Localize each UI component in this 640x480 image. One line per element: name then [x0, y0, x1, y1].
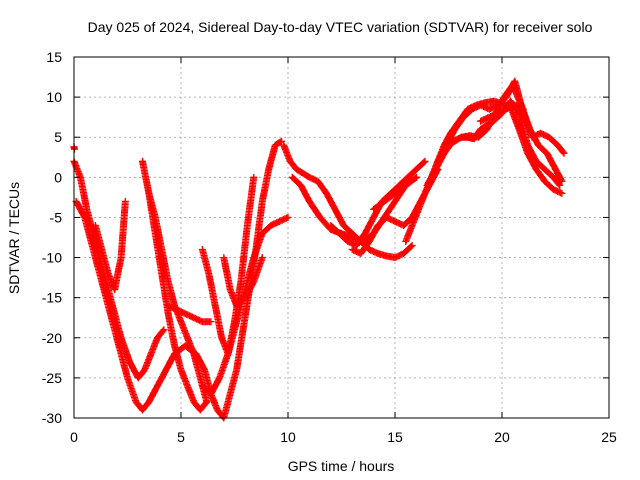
data-points	[164, 302, 215, 326]
x-tick-label: 25	[601, 429, 617, 445]
y-axis-label: SDTVAR / TECUs	[6, 182, 22, 294]
data-points	[370, 173, 420, 213]
data-points	[220, 254, 266, 310]
y-tick-label: 10	[46, 89, 62, 105]
chart-marks	[70, 77, 568, 422]
y-tick-label: -15	[42, 290, 62, 306]
y-tick-label: 5	[54, 129, 62, 145]
x-axis-label: GPS time / hours	[288, 458, 395, 474]
chart-ticks: 0 5 10 15 20 25 15 10 5 0 -5 -10 -15 -20 -25 -30	[42, 49, 617, 445]
y-tick-label: -10	[42, 250, 62, 266]
x-tick-label: 10	[280, 429, 296, 445]
y-tick-label: -20	[42, 330, 62, 346]
y-tick-label: -25	[42, 370, 62, 386]
series-trace-19	[477, 101, 527, 125]
y-tick-label: -30	[42, 410, 62, 426]
series-trace-6	[91, 197, 129, 294]
series-trace-10	[220, 254, 266, 310]
series-trace-9	[164, 302, 215, 326]
data-points	[477, 101, 527, 125]
y-tick-label: 15	[46, 49, 62, 65]
data-points	[91, 197, 129, 294]
plot-frame	[73, 56, 610, 419]
x-tick-label: 15	[387, 429, 403, 445]
x-tick-label: 5	[177, 429, 185, 445]
x-tick-label: 0	[70, 429, 78, 445]
y-tick-label: -5	[50, 209, 63, 225]
chart-title: Day 025 of 2024, Sidereal Day-to-day VTE…	[88, 19, 593, 35]
x-tick-label: 20	[494, 429, 510, 445]
y-tick-label: 0	[54, 169, 62, 185]
series-trace-14	[370, 173, 420, 213]
